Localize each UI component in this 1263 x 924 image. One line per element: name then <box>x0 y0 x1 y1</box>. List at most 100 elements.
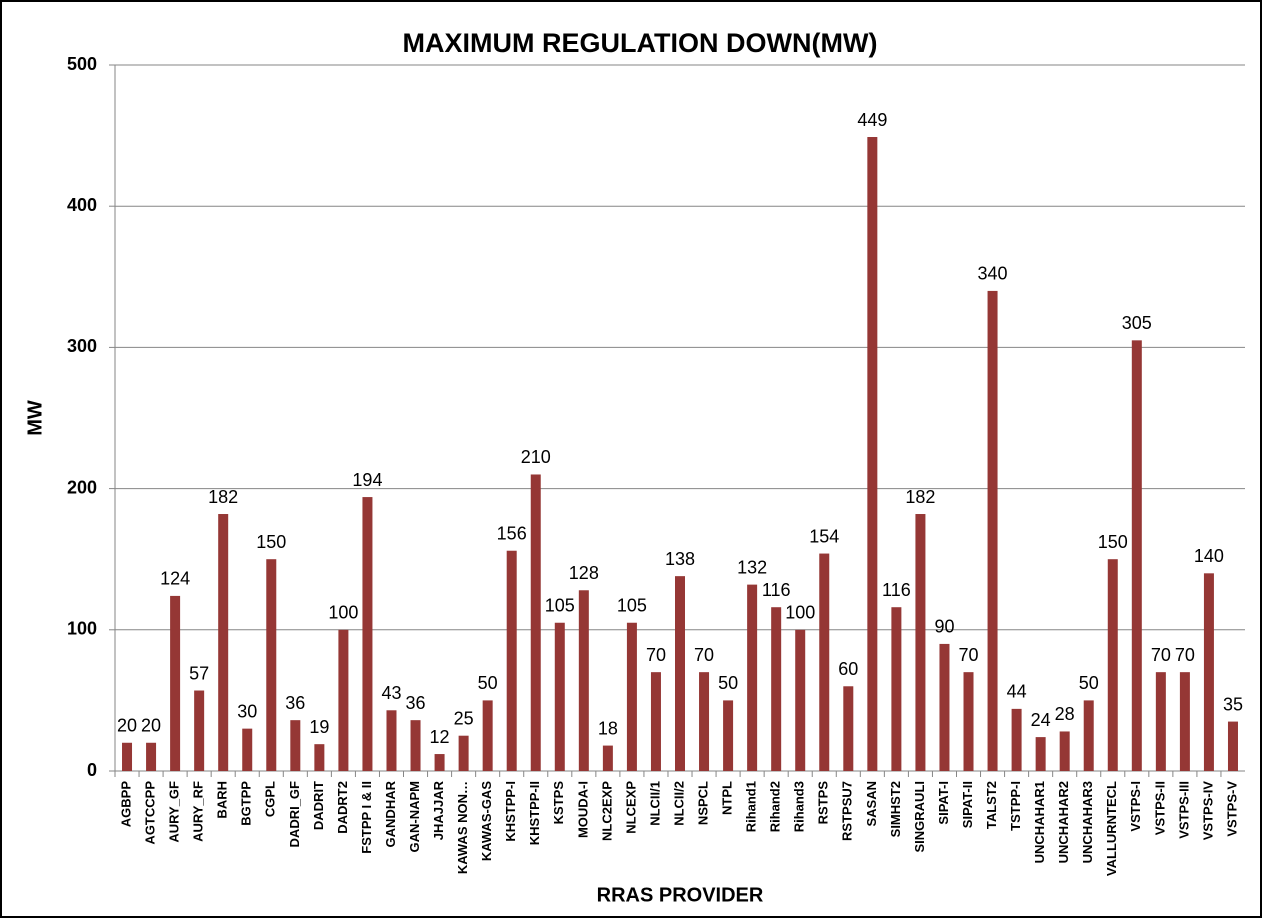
data-label: 156 <box>497 523 527 543</box>
data-label: 150 <box>256 532 286 552</box>
data-label: 194 <box>352 470 382 490</box>
data-label: 124 <box>160 569 190 589</box>
data-label: 128 <box>569 563 599 583</box>
data-label: 50 <box>478 673 498 693</box>
x-tick-label: NLCII/1 <box>647 781 662 826</box>
bar <box>362 497 373 771</box>
x-tick-label: DADRIT <box>311 781 326 830</box>
data-label: 70 <box>646 645 666 665</box>
data-label: 70 <box>1151 645 1171 665</box>
x-tick-label: VSTPS-II <box>1152 781 1167 835</box>
bar <box>338 629 349 771</box>
data-label: 36 <box>285 693 305 713</box>
bar <box>1131 340 1142 771</box>
data-label: 60 <box>838 659 858 679</box>
data-label: 100 <box>785 603 815 623</box>
data-label: 105 <box>545 595 575 615</box>
y-tick-label: 200 <box>67 477 97 497</box>
x-tick-label: DADRI_GF <box>287 781 302 848</box>
bar <box>1203 573 1214 771</box>
data-label: 182 <box>905 487 935 507</box>
x-tick-label: KHSTPP-II <box>527 781 542 845</box>
x-tick-label: NSPCL <box>695 781 710 825</box>
x-tick-label: CGPL <box>263 781 278 817</box>
data-label: 140 <box>1194 546 1224 566</box>
x-tick-label: AURY_RF <box>191 781 206 842</box>
bar <box>771 607 782 771</box>
bar <box>602 745 613 771</box>
x-tick-label: FSTPP I & II <box>359 781 374 854</box>
bar <box>386 710 397 771</box>
x-tick-label: SIMHST2 <box>888 781 903 837</box>
data-label: 50 <box>718 673 738 693</box>
data-label: 44 <box>1007 682 1027 702</box>
data-label: 28 <box>1055 704 1075 724</box>
data-label: 182 <box>208 487 238 507</box>
bar <box>290 720 301 771</box>
x-tick-label: KSTPS <box>551 781 566 825</box>
bar <box>410 720 421 771</box>
y-tick-label: 400 <box>67 195 97 215</box>
bar <box>867 137 878 772</box>
data-label: 35 <box>1223 694 1243 714</box>
x-tick-label: AGTCCPP <box>143 781 158 845</box>
data-label: 30 <box>237 701 257 721</box>
x-tick-label: NLCEXP <box>623 781 638 834</box>
x-tick-label: Rihand3 <box>792 781 807 832</box>
data-label: 154 <box>809 526 839 546</box>
x-tick-label: JHAJJAR <box>431 780 446 840</box>
data-label: 25 <box>454 708 474 728</box>
bar <box>1107 559 1118 771</box>
data-label: 70 <box>694 645 714 665</box>
data-label: 18 <box>598 718 618 738</box>
x-tick-label: Rihand1 <box>744 781 759 832</box>
bar <box>747 584 758 771</box>
bar <box>122 742 133 771</box>
data-label: 105 <box>617 595 647 615</box>
x-tick-label: RSTPS <box>816 781 831 825</box>
data-label: 19 <box>309 717 329 737</box>
data-label: 340 <box>978 264 1008 284</box>
x-tick-label: AGBPP <box>118 781 133 828</box>
x-tick-label: UNCHAHAR3 <box>1080 781 1095 863</box>
bar <box>554 622 565 771</box>
x-tick-label: VSTPS-IV <box>1200 781 1215 841</box>
data-label: 12 <box>430 727 450 747</box>
bar <box>626 622 637 771</box>
data-label: 138 <box>665 549 695 569</box>
x-tick-label: TALST2 <box>984 781 999 829</box>
x-tick-label: NLCII/2 <box>671 781 686 826</box>
x-tick-label: AURY_GF <box>167 781 182 843</box>
bar <box>170 595 181 771</box>
data-label: 116 <box>882 580 911 600</box>
bar <box>699 672 710 771</box>
x-tick-label: KAWAS-GAS <box>479 781 494 862</box>
bar <box>482 700 493 771</box>
x-tick-label: Rihand2 <box>768 781 783 832</box>
bar <box>434 754 445 771</box>
x-tick-label: SIPAT-I <box>936 781 951 825</box>
x-tick-label: DADRT2 <box>335 781 350 834</box>
x-tick-label: NTPL <box>720 781 735 815</box>
data-label: 116 <box>762 580 791 600</box>
bar <box>578 590 589 771</box>
bar <box>458 735 469 771</box>
x-tick-label: VSTPS-I <box>1128 781 1143 832</box>
x-tick-label: BGTPP <box>239 781 254 826</box>
bar <box>194 690 205 771</box>
bar <box>1059 731 1070 771</box>
x-tick-label: BARH <box>215 781 230 819</box>
bar <box>819 553 830 771</box>
x-tick-label: KAWAS NON… <box>455 781 470 874</box>
bar <box>987 290 998 771</box>
x-tick-label: SIPAT-II <box>960 781 975 828</box>
x-tick-label: GAN-NAPM <box>407 781 422 853</box>
bar <box>1179 672 1190 771</box>
bar <box>242 728 253 771</box>
x-tick-label: SINGRAULI <box>912 781 927 853</box>
bar <box>1083 700 1094 771</box>
x-tick-label: RSTPSU7 <box>840 781 855 841</box>
bar <box>1155 672 1166 771</box>
data-label: 132 <box>737 557 767 577</box>
